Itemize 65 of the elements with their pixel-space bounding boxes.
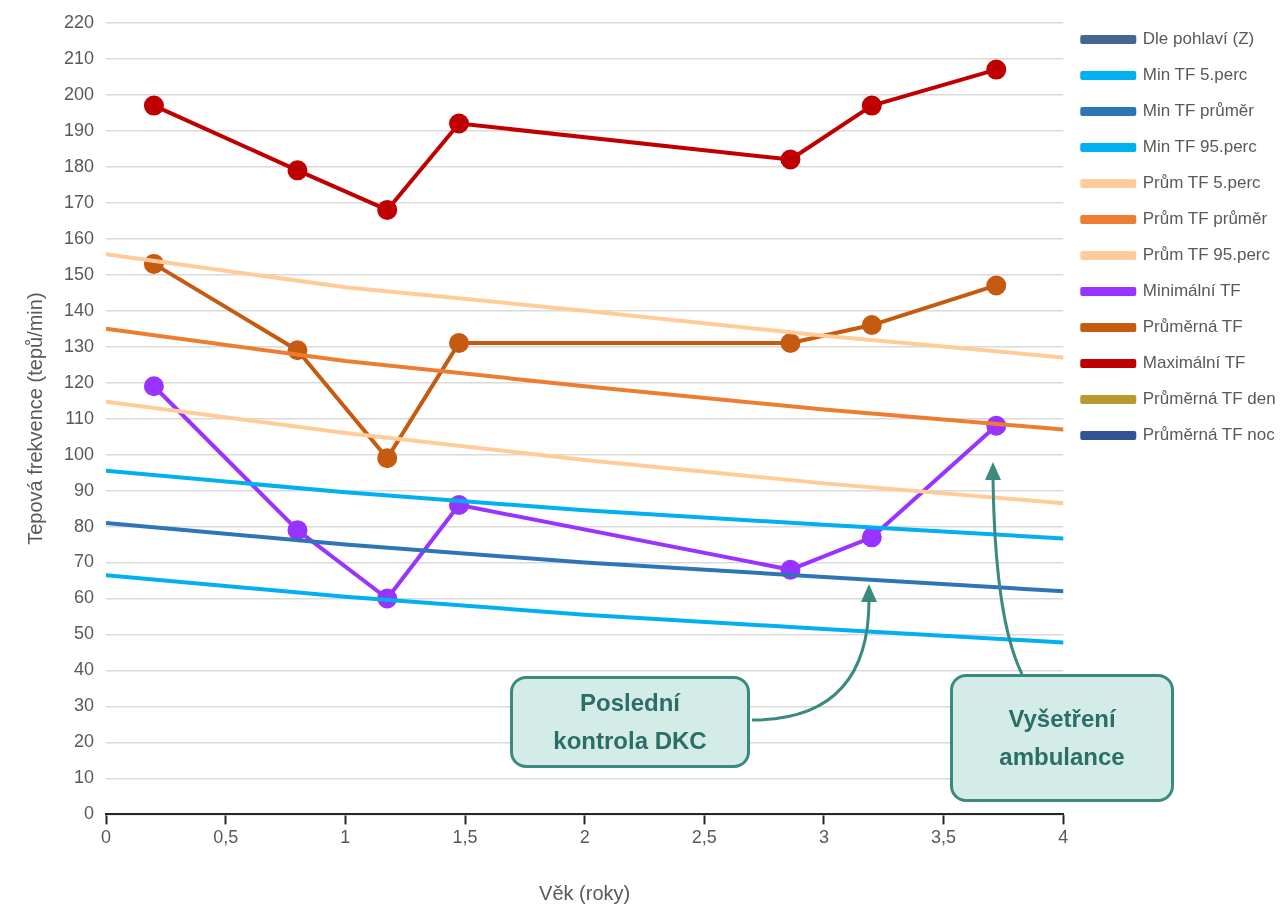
legend-label: Průměrná TF — [1142, 317, 1243, 337]
y-tick-label: 80 — [74, 515, 95, 536]
y-tick-label: 190 — [63, 119, 95, 140]
legend-label: Průměrná TF den — [1142, 389, 1276, 409]
y-tick-label: 220 — [63, 11, 95, 32]
legend-label: Prům TF 95.perc — [1142, 245, 1271, 265]
x-tick-label: 3,5 — [931, 827, 957, 848]
legend-label: Minimální TF — [1142, 281, 1241, 301]
y-tick-label: 210 — [63, 47, 95, 68]
point — [861, 527, 882, 548]
point — [780, 333, 801, 354]
x-tick-label: 3 — [818, 827, 829, 848]
point — [287, 160, 308, 181]
legend-label: Prům TF průměr — [1142, 209, 1268, 229]
y-tick-label: 50 — [74, 623, 95, 644]
point — [377, 199, 398, 220]
y-tick-label: 200 — [63, 83, 95, 104]
x-tick-label: 1 — [340, 827, 351, 848]
point — [861, 315, 882, 336]
point — [986, 275, 1007, 296]
annotation: Poslední kontrola DKC — [552, 688, 708, 756]
y-tick-label: 130 — [63, 335, 95, 356]
point — [449, 113, 470, 134]
x-axis-title: Věk (roky) — [539, 881, 631, 904]
legend-label: Průměrná TF noc — [1142, 425, 1276, 445]
point — [287, 520, 308, 541]
legend-label: Min TF průměr — [1142, 101, 1255, 121]
y-tick-label: 150 — [63, 263, 95, 284]
y-tick-label: 110 — [65, 407, 95, 428]
y-tick-label: 10 — [74, 767, 95, 788]
callout-box: Poslední kontrola DKC — [510, 676, 750, 768]
y-tick-label: 180 — [63, 155, 95, 176]
legend-label: Prům TF 5.perc — [1142, 173, 1262, 193]
x-tick-label: 2,5 — [691, 827, 717, 848]
y-tick-label: 100 — [63, 443, 95, 464]
point — [780, 149, 801, 170]
y-tick-label: 20 — [74, 731, 95, 752]
x-tick-label: 1,5 — [452, 827, 478, 848]
legend-label: Min TF 5.perc — [1142, 65, 1248, 85]
y-tick-label: 0 — [84, 803, 95, 824]
point — [143, 95, 164, 116]
y-tick-label: 140 — [63, 299, 95, 320]
annotation: Vyšetření ambulance — [998, 704, 1126, 772]
point — [986, 59, 1007, 80]
callout-box: Vyšetření ambulance — [950, 674, 1174, 802]
x-tick-label: 4 — [1058, 827, 1069, 848]
legend-label: Dle pohlaví (Z) — [1142, 29, 1255, 49]
y-tick-label: 120 — [63, 371, 95, 392]
point — [861, 95, 882, 116]
point — [143, 376, 164, 397]
x-tick-label: 0 — [101, 827, 112, 848]
point — [377, 448, 398, 469]
y-tick-label: 30 — [74, 695, 95, 716]
point — [449, 333, 470, 354]
y-tick-label: 70 — [74, 551, 95, 572]
legend-label: Maximální TF — [1142, 353, 1246, 373]
y-tick-label: 60 — [74, 587, 95, 608]
x-tick-label: 0,5 — [213, 827, 239, 848]
y-axis-title: Tepová frekvence (tepů/min) — [23, 292, 46, 545]
y-tick-label: 40 — [74, 659, 95, 680]
y-tick-label: 90 — [74, 479, 95, 500]
y-tick-label: 170 — [63, 191, 95, 212]
legend-label: Min TF 95.perc — [1142, 137, 1258, 157]
x-tick-label: 2 — [579, 827, 590, 848]
y-tick-label: 160 — [63, 227, 95, 248]
